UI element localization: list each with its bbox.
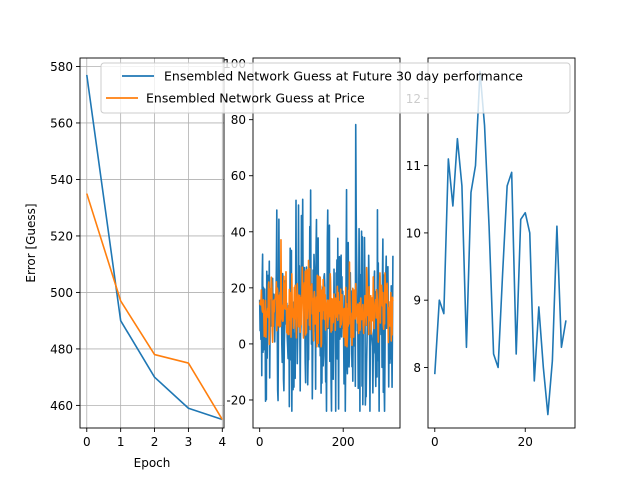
y-tick-label: 480 — [50, 342, 73, 356]
y-tick-label: 10 — [406, 226, 421, 240]
series-line-1 — [258, 123, 394, 412]
y-tick-label: 580 — [50, 60, 73, 74]
legend-box — [100, 62, 571, 114]
y-tick-label: -20 — [226, 393, 246, 407]
series-line-2 — [258, 238, 394, 348]
y-tick-label: 0 — [238, 337, 246, 351]
x-tick-label: 0 — [431, 435, 439, 449]
series-line-2 — [86, 193, 223, 420]
x-tick-label: 1 — [117, 435, 125, 449]
y-tick-label: 11 — [406, 159, 421, 173]
y-tick-label: 80 — [231, 113, 246, 127]
y-tick-label: 9 — [413, 294, 421, 308]
legend: Ensembled Network Guess at Future 30 day… — [100, 62, 571, 114]
legend-entry-label: Ensembled Network Guess at Price — [146, 91, 365, 106]
subplot-1: 0 1 2 3 4 460 480 500 520 540 560 580 Epoch Error [Gu… — [24, 57, 226, 470]
y-tick-label: 40 — [231, 225, 246, 239]
y-tick-label: 540 — [50, 173, 73, 187]
x-tick-label: 2 — [151, 435, 159, 449]
y-tick-label: 500 — [50, 286, 73, 300]
axes-frame — [427, 57, 576, 429]
series-line-1 — [85, 74, 223, 421]
y-axis-label: Error [Guess] — [24, 203, 38, 282]
y-tick-label: 8 — [413, 361, 421, 375]
y-tick-label: 60 — [231, 169, 246, 183]
axes-frame — [252, 57, 401, 429]
x-axis-label: Epoch — [134, 456, 171, 470]
legend-entry-label: Ensembled Network Guess at Future 30 day… — [164, 69, 523, 84]
x-tick-label: 20 — [518, 435, 533, 449]
x-tick-label: 3 — [185, 435, 193, 449]
y-tick-label: 20 — [231, 281, 246, 295]
y-tick-label: 520 — [50, 229, 73, 243]
x-tick-label: 4 — [218, 435, 226, 449]
y-tick-label: 460 — [50, 399, 73, 413]
subplot-3: 02089101112 — [406, 57, 576, 449]
series-line-1 — [433, 70, 567, 416]
y-tick-label: 560 — [50, 116, 73, 130]
axes-frame — [79, 57, 225, 429]
x-tick-label: 0 — [256, 435, 264, 449]
x-tick-label: 200 — [332, 435, 355, 449]
x-tick-label: 0 — [83, 435, 91, 449]
